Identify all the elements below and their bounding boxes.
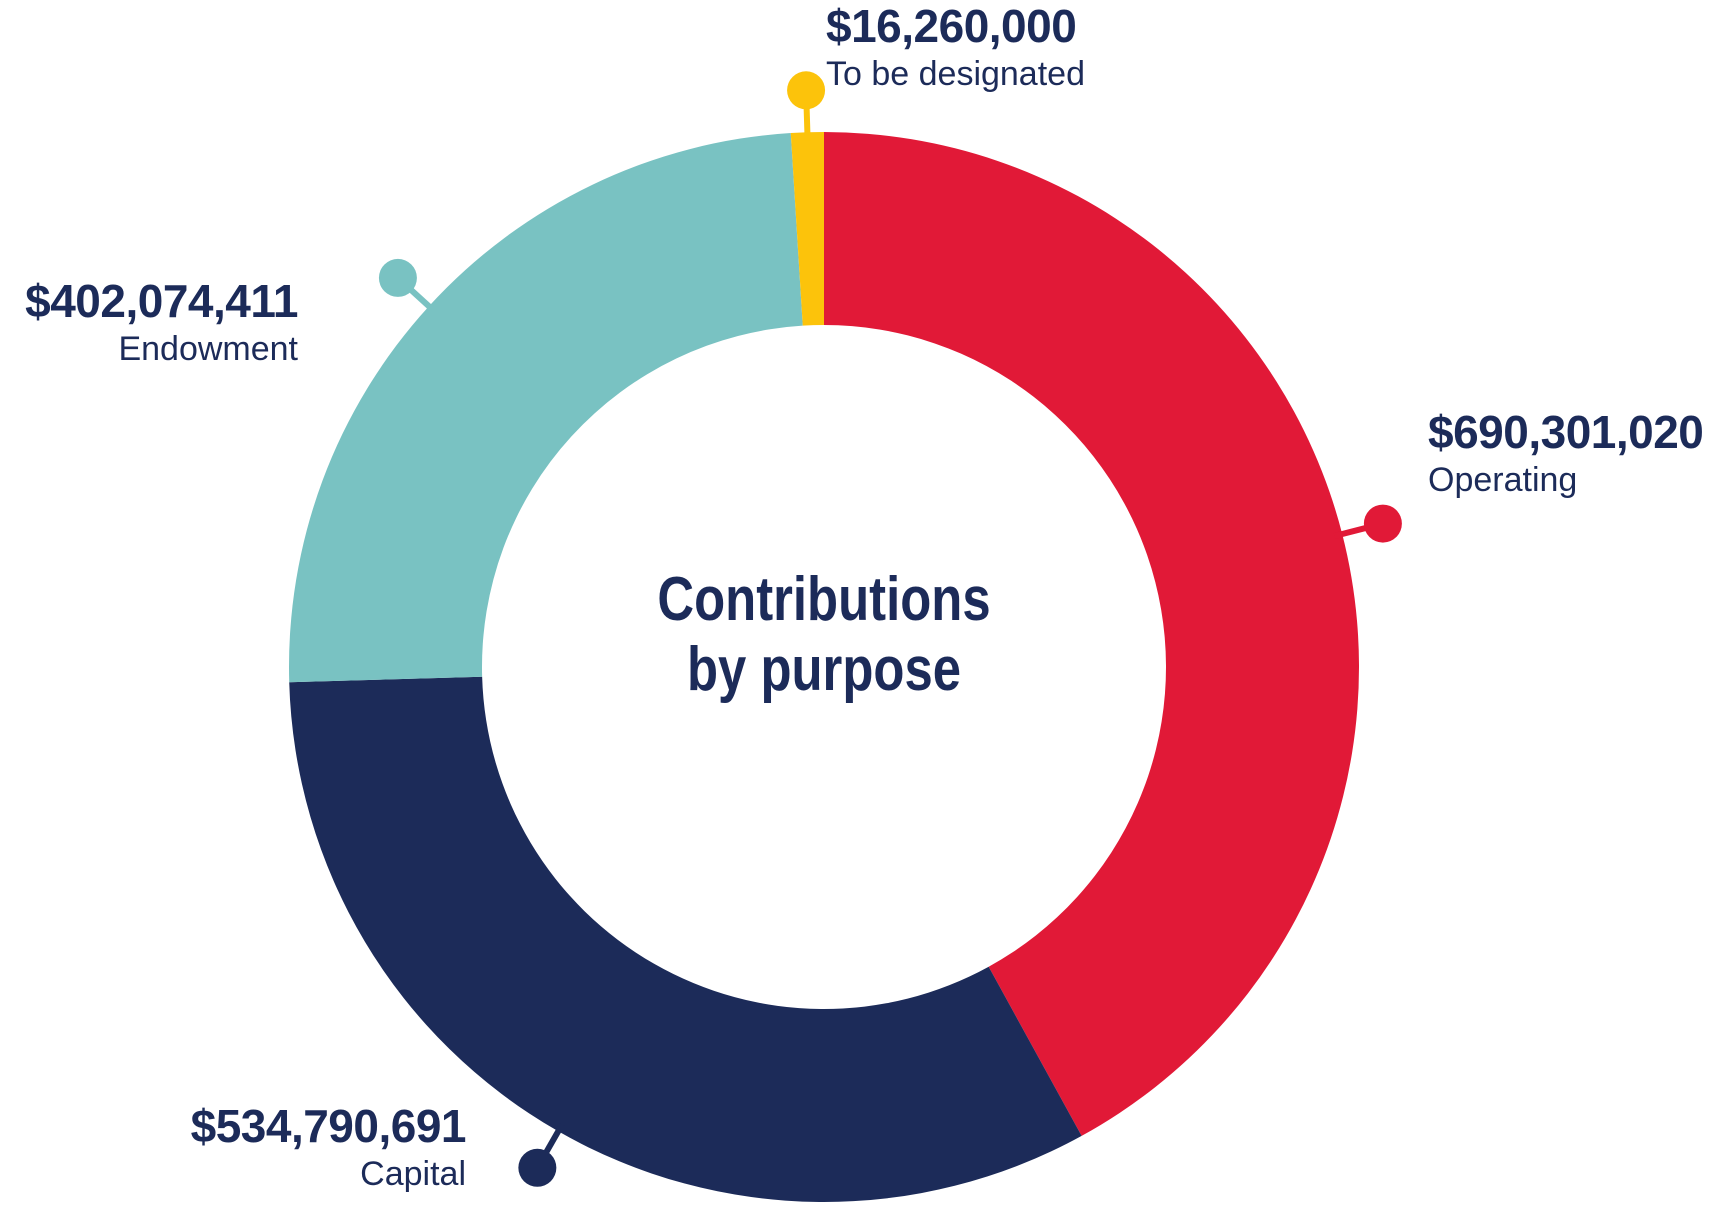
slice-capital bbox=[289, 676, 1082, 1202]
slice-name-to-be-designated: To be designated bbox=[826, 55, 1085, 93]
slice-endowment bbox=[289, 133, 803, 683]
leader-dot-to-be-designated bbox=[787, 71, 826, 110]
slice-value-capital: $534,790,691 bbox=[190, 1100, 467, 1152]
slice-value-to-be-designated: $16,260,000 bbox=[826, 0, 1077, 52]
slice-label-endowment: $402,074,411 Endowment bbox=[0, 275, 298, 371]
leader-line-endowment bbox=[406, 285, 437, 314]
donut-slices bbox=[289, 132, 1359, 1202]
slice-name-capital: Capital bbox=[360, 1155, 466, 1193]
slice-name-operating: Operating bbox=[1428, 461, 1578, 499]
leader-dot-endowment bbox=[378, 258, 417, 297]
slice-leaders bbox=[378, 71, 1402, 1187]
slice-to-be-designated bbox=[790, 132, 824, 326]
leader-dot-operating bbox=[1363, 504, 1402, 543]
slice-label-operating: $690,301,020 Operating bbox=[1428, 406, 1704, 502]
slice-name-endowment: Endowment bbox=[118, 330, 298, 368]
chart-title-line-2: by purpose bbox=[686, 635, 962, 704]
slice-label-to-be-designated: $16,260,000 To be designated bbox=[826, 0, 1085, 96]
leader-line-capital bbox=[541, 1122, 565, 1158]
leader-line-to-be-designated bbox=[803, 104, 811, 141]
slice-operating bbox=[824, 132, 1359, 1136]
leader-dot-capital bbox=[518, 1148, 557, 1187]
slice-label-capital: $534,790,691 Capital bbox=[0, 1100, 467, 1196]
slice-value-operating: $690,301,020 bbox=[1428, 406, 1704, 458]
chart-title-line-1: Contributions bbox=[657, 565, 991, 634]
leader-line-operating bbox=[1333, 524, 1371, 539]
chart-title: Contributions by purpose bbox=[148, 565, 1499, 705]
slice-value-endowment: $402,074,411 bbox=[25, 275, 298, 327]
